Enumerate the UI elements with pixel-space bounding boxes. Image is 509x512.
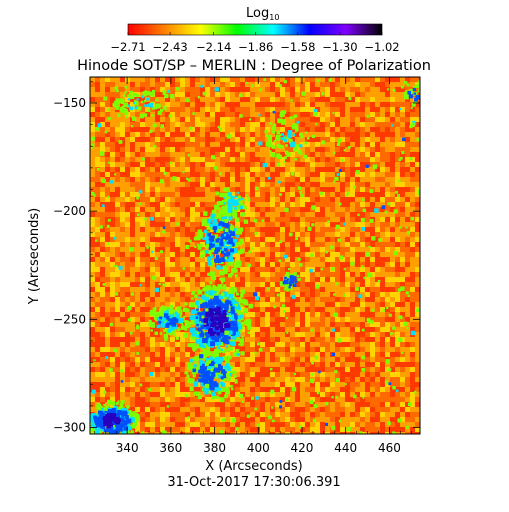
colorbar-title: Log10: [246, 6, 279, 22]
colorbar-ticks: [127, 32, 383, 35]
y-axis-ticks: −150 −200 −250 −300: [53, 81, 420, 435]
x-axis-label: X (Arcseconds): [205, 459, 302, 474]
colorbar-tick-label: −1.30: [322, 40, 357, 54]
x-tick-label: 380: [203, 441, 226, 455]
colorbar-tick-label: −2.14: [196, 40, 231, 54]
x-tick-label: 360: [159, 441, 182, 455]
x-tick-label: 420: [291, 441, 314, 455]
y-tick-label: −300: [53, 421, 86, 435]
x-axis-ticks: 340 360 380 400 420 440 460: [94, 77, 412, 455]
colorbar-tick-label: −1.02: [364, 40, 399, 54]
colorbar-tick-labels: −2.71 −2.43 −2.14 −1.86 −1.58 −1.30 −1.02: [110, 40, 399, 54]
chart-title: Hinode SOT/SP – MERLIN : Degree of Polar…: [77, 58, 431, 74]
colorbar: [127, 23, 383, 36]
x-tick-label: 340: [116, 441, 139, 455]
x-tick-label: 460: [378, 441, 401, 455]
timestamp: 31-Oct-2017 17:30:06.391: [167, 475, 340, 490]
colorbar-tick-label: −2.43: [152, 40, 187, 54]
y-tick-label: −150: [53, 96, 86, 110]
y-tick-label: −200: [53, 204, 86, 218]
polarization-patches: [90, 78, 420, 434]
polarization-map: [90, 77, 420, 434]
plot-frame: [89, 76, 421, 435]
colorbar-tick-label: −1.86: [238, 40, 273, 54]
x-tick-label: 440: [334, 441, 357, 455]
y-axis-label: Y (Arcseconds): [27, 208, 42, 305]
x-tick-label: 400: [247, 441, 270, 455]
y-tick-label: −250: [53, 312, 86, 326]
colorbar-tick-label: −1.58: [280, 40, 315, 54]
colorbar-tick-label: −2.71: [110, 40, 145, 54]
